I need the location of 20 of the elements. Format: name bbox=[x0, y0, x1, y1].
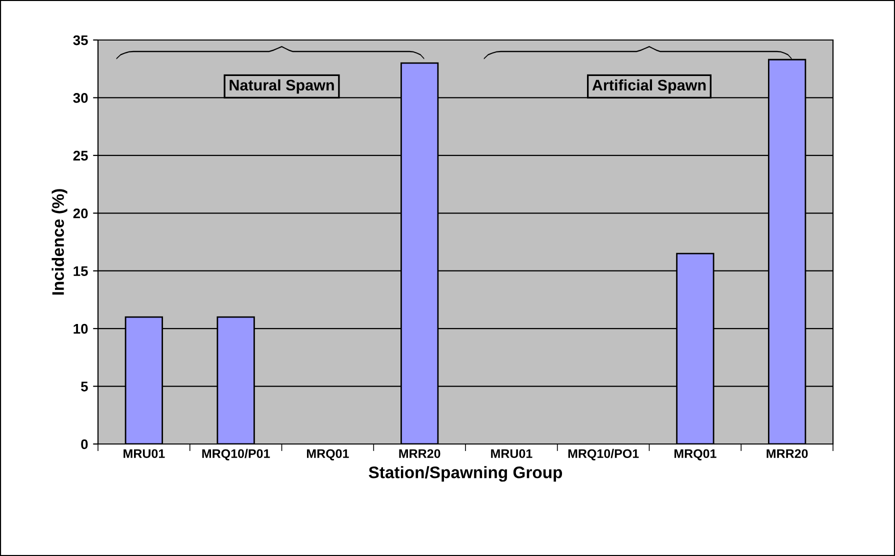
y-tick-label: 20 bbox=[73, 208, 88, 218]
x-tick-label: MRQ10/PO1 bbox=[568, 448, 639, 460]
y-tick-label: 25 bbox=[73, 150, 88, 161]
x-tick-label: MRU01 bbox=[491, 449, 532, 458]
y-axis-title: Incidence (%) bbox=[52, 189, 68, 295]
x-tick-label: MRR20 bbox=[399, 449, 440, 458]
x-tick-label: MRQ01 bbox=[674, 449, 716, 460]
y-tick-label: 0 bbox=[81, 439, 88, 450]
x-tick-label: MRQ01 bbox=[306, 449, 349, 460]
y-tick-label: 15 bbox=[74, 266, 88, 276]
y-tick-label: 35 bbox=[73, 35, 88, 46]
x-tick-label: MRQ10/P01 bbox=[202, 448, 270, 460]
x-tick-label: MRR20 bbox=[766, 449, 808, 458]
y-tick-label: 30 bbox=[73, 93, 88, 103]
annotation: Artificial Spawn bbox=[592, 79, 706, 94]
y-tick-label: 5 bbox=[80, 382, 88, 392]
annotation: Natural Spawn bbox=[230, 79, 334, 94]
x-axis-title: Station/Spawning Group bbox=[368, 466, 562, 482]
x-tick-label: MRU01 bbox=[124, 449, 165, 458]
y-tick-label: 10 bbox=[74, 324, 88, 334]
